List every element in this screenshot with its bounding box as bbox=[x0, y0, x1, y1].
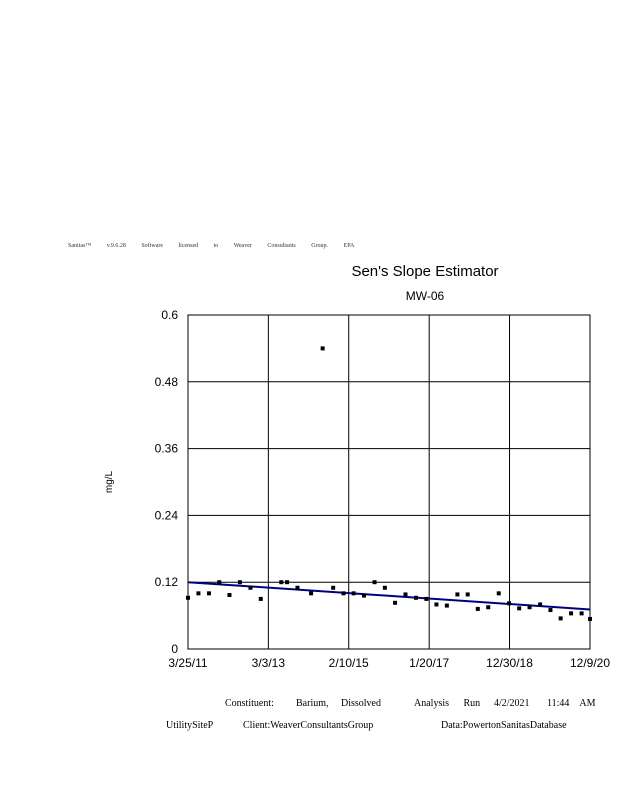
data-point bbox=[538, 602, 543, 607]
data-point bbox=[341, 591, 346, 596]
data-point bbox=[248, 585, 253, 590]
data-point bbox=[362, 593, 367, 598]
x-tick-label: 2/10/15 bbox=[329, 656, 369, 670]
y-tick-label: 0.24 bbox=[155, 508, 179, 522]
y-tick-label: 0.48 bbox=[155, 375, 179, 389]
data-point bbox=[548, 608, 553, 613]
x-tick-label: 1/20/17 bbox=[409, 656, 449, 670]
data-point bbox=[351, 591, 356, 596]
run-date: 4/2/2021 bbox=[494, 698, 530, 709]
data-point bbox=[558, 616, 563, 621]
data-point bbox=[569, 611, 574, 616]
y-tick-label: 0.36 bbox=[155, 442, 179, 456]
license-banner: Sanitas™ v.9.6.28 Software licensed to W… bbox=[68, 243, 355, 249]
x-tick-label: 3/3/13 bbox=[252, 656, 286, 670]
data-point bbox=[403, 592, 408, 597]
data-point bbox=[393, 600, 398, 605]
data-point bbox=[227, 593, 232, 598]
x-tick-label: 3/25/11 bbox=[168, 656, 207, 670]
client-name: Client:WeaverConsultantsGroup bbox=[243, 720, 374, 731]
constituent-value: Barium, Dissolved bbox=[296, 698, 381, 709]
constituent-label: Constituent: bbox=[225, 698, 274, 709]
data-point bbox=[295, 585, 300, 590]
data-point bbox=[186, 595, 190, 600]
data-point bbox=[237, 580, 242, 585]
site-name: UtilitySiteP bbox=[166, 720, 214, 731]
data-point bbox=[579, 611, 584, 616]
data-point bbox=[382, 585, 387, 590]
data-point bbox=[331, 585, 336, 590]
data-point bbox=[455, 592, 460, 597]
data-point bbox=[372, 580, 377, 585]
data-point bbox=[320, 346, 325, 351]
data-point bbox=[507, 601, 512, 606]
data-point bbox=[496, 591, 501, 596]
y-tick-label: 0.12 bbox=[155, 575, 179, 589]
data-point bbox=[434, 602, 439, 607]
data-point bbox=[285, 580, 290, 585]
data-point bbox=[517, 606, 522, 611]
data-point bbox=[588, 616, 592, 621]
data-point bbox=[486, 605, 491, 610]
data-point bbox=[196, 591, 201, 596]
run-time: 11:44 AM bbox=[547, 698, 596, 709]
y-tick-label: 0.6 bbox=[161, 308, 178, 322]
plot-frame bbox=[187, 314, 591, 650]
x-tick-label: 12/9/20 bbox=[570, 656, 610, 670]
y-axis-label: mg/L bbox=[104, 470, 115, 493]
y-tick-label: 0 bbox=[171, 642, 178, 656]
data-source: Data:PowertonSanitasDatabase bbox=[441, 720, 567, 731]
data-point bbox=[465, 592, 470, 597]
data-point bbox=[309, 591, 314, 596]
analysis-run-label: Analysis Run bbox=[414, 698, 481, 709]
data-point bbox=[527, 605, 532, 610]
data-point bbox=[475, 606, 480, 611]
data-point bbox=[444, 603, 449, 608]
data-point bbox=[217, 580, 222, 585]
data-point bbox=[258, 596, 263, 601]
data-point bbox=[424, 596, 429, 601]
chart-subtitle: MW-06 bbox=[405, 289, 445, 303]
data-point bbox=[414, 595, 419, 600]
chart-title: Sen's Slope Estimator bbox=[351, 263, 499, 280]
x-tick-label: 12/30/18 bbox=[486, 656, 533, 670]
data-point bbox=[206, 591, 211, 596]
sens-slope-trend-line bbox=[187, 581, 591, 611]
data-point bbox=[279, 580, 284, 585]
